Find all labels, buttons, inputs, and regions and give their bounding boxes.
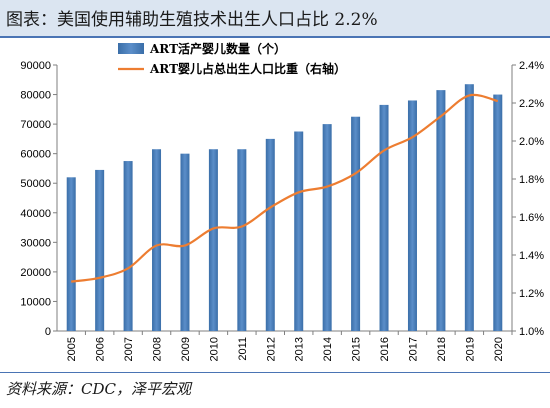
x-tick-label: 2014 [322, 337, 334, 361]
bar [180, 153, 190, 331]
y-tick-label: 70000 [20, 119, 51, 131]
bar [66, 177, 76, 331]
y2-tick-label: 1.6% [519, 212, 544, 224]
bar [493, 94, 503, 331]
x-tick-label: 2013 [294, 337, 306, 361]
y-tick-label: 0 [45, 326, 51, 338]
bar [436, 90, 446, 331]
y-tick-label: 50000 [20, 178, 51, 190]
bar [208, 149, 218, 331]
x-tick-label: 2005 [66, 337, 78, 361]
x-tick-label: 2012 [265, 337, 277, 361]
y-tick-label: 30000 [20, 237, 51, 249]
y2-tick-label: 2.0% [519, 136, 544, 148]
x-tick-label: 2011 [237, 337, 249, 361]
y2-tick-label: 1.8% [519, 174, 544, 186]
y-tick-label: 80000 [20, 90, 51, 102]
x-tick-label: 2008 [152, 337, 164, 361]
x-tick-label: 2016 [379, 337, 391, 361]
legend-label-bar: ART活产婴儿数量（个） [149, 41, 286, 56]
chart: 0 10000 20000 30000 40000 50000 60000 70000 8000… [20, 41, 544, 361]
bar [294, 131, 304, 331]
y2-tick-label: 1.2% [519, 288, 544, 300]
y2-tick-label: 1.4% [519, 250, 544, 262]
chart-title: 图表：美国使用辅助生殖技术出生人口占比 2.2% [6, 10, 378, 30]
bar [123, 161, 133, 331]
x-tick-label: 2019 [464, 337, 476, 361]
x-tick-label: 2009 [180, 337, 192, 361]
legend-label-line: ART婴儿占总出生人口比重（右轴） [149, 61, 346, 76]
x-tick-label: 2010 [208, 337, 220, 361]
footer-divider [0, 372, 550, 373]
y-tick-label: 20000 [20, 267, 51, 279]
bar [464, 84, 474, 331]
x-tick-label: 2020 [493, 337, 505, 361]
x-tick-label: 2007 [123, 337, 135, 361]
x-tick-label: 2015 [351, 337, 363, 361]
bar [152, 149, 162, 331]
bar [237, 149, 247, 331]
y-tick-label: 10000 [20, 296, 51, 308]
y2-tick-label: 1.0% [519, 326, 544, 338]
bar [95, 169, 105, 331]
title-bar [0, 0, 550, 36]
x-tick-label: 2017 [407, 337, 419, 361]
bar [407, 100, 417, 331]
bar [265, 138, 275, 331]
series-line [71, 93, 499, 283]
legend-swatch-bar [118, 43, 144, 54]
header-divider [0, 36, 550, 38]
source-note: 资料来源：CDC，泽平宏观 [6, 380, 191, 398]
y2-tick-label: 2.2% [519, 98, 544, 110]
x-tick-label: 2018 [436, 337, 448, 361]
bar [351, 116, 361, 331]
y-tick-label: 40000 [20, 208, 51, 220]
bar [379, 104, 389, 332]
bar [322, 124, 332, 331]
y-tick-label: 60000 [20, 149, 51, 161]
x-tick-label: 2006 [95, 337, 107, 361]
y2-tick-label: 2.4% [519, 60, 544, 72]
y-tick-label: 90000 [20, 60, 51, 72]
